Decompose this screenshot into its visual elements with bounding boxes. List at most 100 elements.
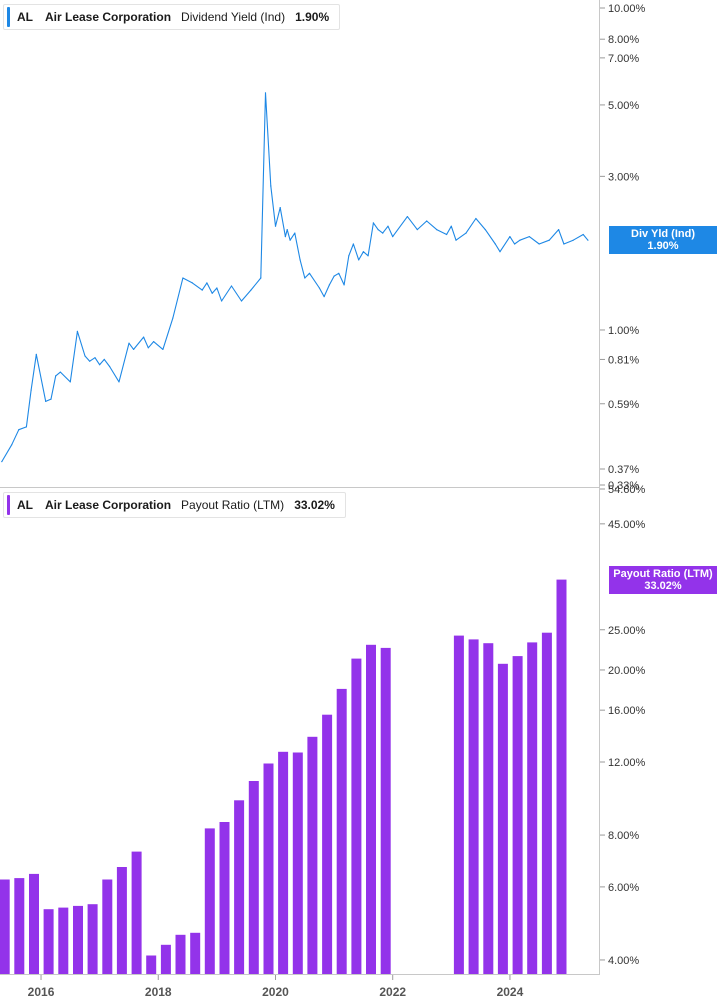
payout-ratio-bar — [468, 639, 479, 974]
payout-ratio-bar — [292, 752, 303, 974]
legend-ticker: AL — [17, 498, 33, 512]
dividend-yield-point — [84, 355, 86, 357]
dividend-yield-point — [216, 287, 218, 289]
dividend-yield-point — [206, 282, 208, 284]
payout-ratio-bar — [512, 656, 523, 974]
dividend-yield-point — [323, 296, 325, 298]
dividend-yield-point — [450, 225, 452, 227]
dividend-yield-point — [128, 342, 130, 344]
dividend-yield-point — [230, 285, 233, 287]
dividend-yield-point — [109, 365, 111, 368]
dividend-yield-point — [548, 239, 550, 241]
payout-ratio-bar — [102, 879, 113, 974]
dividend-yield-point — [426, 220, 428, 222]
payout-ratio-bar — [87, 904, 98, 974]
dividend-yield-point — [343, 284, 345, 286]
legend-metric: Payout Ratio (LTM) — [181, 498, 285, 512]
payout-ratio-bar — [29, 873, 39, 974]
payout-ratio-bar — [351, 658, 362, 974]
dividend-yield-point — [89, 360, 91, 362]
dividend-yield-point — [201, 289, 203, 291]
payout-ratio-bar — [483, 643, 494, 974]
dividend-yield-point — [392, 236, 394, 238]
payout-ratio-price-tag: Payout Ratio (LTM) 33.02% — [609, 565, 717, 594]
payout-ratio-bar — [380, 647, 391, 974]
dividend-yield-point — [18, 429, 20, 431]
payout-ratio-bar — [160, 944, 171, 974]
dividend-yield-point — [1, 461, 3, 463]
x-tick-label: 2024 — [497, 985, 524, 999]
payout-ratio-bar — [556, 579, 567, 974]
dividend-yield-point — [333, 275, 335, 277]
legend-color-swatch — [7, 7, 10, 27]
dividend-yield-line — [1, 92, 589, 462]
dividend-yield-point — [484, 229, 486, 231]
dividend-yield-point — [328, 284, 330, 286]
dividend-yield-point — [348, 255, 350, 257]
x-tick-label: 2016 — [28, 985, 55, 999]
dividend-yield-point — [499, 251, 501, 253]
dividend-yield-point — [294, 232, 296, 234]
y-tick-label: 5.00% — [608, 100, 639, 112]
payout-ratio-bar — [307, 736, 318, 974]
dividend-yield-point — [55, 375, 57, 377]
dividend-yield-point — [25, 426, 27, 428]
payout-ratio-bar — [190, 932, 201, 974]
dividend-yield-point — [406, 216, 408, 218]
tag-label: Div Yld (Ind) — [631, 228, 695, 241]
tag-label: Payout Ratio (LTM) — [613, 567, 713, 580]
dividend-yield-point — [11, 444, 13, 446]
payout-ratio-bar — [175, 934, 186, 974]
dividend-yield-point — [455, 239, 457, 241]
payout-ratio-bar — [116, 867, 127, 974]
payout-ratio-bar — [58, 907, 69, 974]
legend-color-swatch — [7, 495, 10, 515]
payout-ratio-bar — [541, 632, 552, 974]
y-tick-label: 45.00% — [608, 519, 646, 531]
dividend-yield-point — [528, 236, 530, 238]
payout-ratio-bar — [527, 642, 538, 974]
dividend-yield-point — [582, 233, 584, 236]
dividend-yield-point — [35, 353, 37, 355]
payout-ratio-bar — [497, 663, 508, 974]
dividend-yield-point — [191, 282, 193, 284]
y-tick-label: 16.00% — [608, 705, 646, 717]
dividend-yield-point — [162, 348, 164, 350]
y-tick-label: 0.33% — [608, 480, 639, 492]
y-tick-label: 0.59% — [608, 399, 639, 411]
dividend-yield-point — [465, 232, 467, 234]
payout-ratio-y-axis: 54.60% 45.00% 25.00% 20.00% 16.00% 12.00% 8.00… — [600, 484, 646, 967]
dividend-yield-point — [514, 243, 516, 245]
payout-ratio-bar — [366, 644, 376, 974]
dividend-yield-point — [103, 358, 105, 360]
dividend-yield-point — [475, 217, 477, 220]
dividend-yield-point — [387, 225, 389, 227]
dividend-yield-point — [416, 229, 418, 231]
dividend-yield-point — [76, 330, 78, 332]
legend-company: Air Lease Corporation — [45, 10, 172, 24]
dividend-yield-point — [304, 277, 306, 279]
y-tick-label: 0.37% — [608, 464, 639, 476]
dividend-yield-point — [318, 287, 320, 289]
dividend-yield-point — [59, 371, 62, 373]
dividend-yield-panel — [1, 92, 589, 463]
y-tick-label: 7.00% — [608, 53, 639, 65]
dividend-yield-point — [587, 239, 589, 241]
dividend-yield-point — [286, 229, 288, 231]
dividend-yield-legend: AL Air Lease Corporation Dividend Yield … — [3, 4, 341, 30]
x-axis: 2016 2018 2020 2022 2024 — [28, 975, 524, 999]
y-tick-label: 12.00% — [608, 757, 646, 769]
y-tick-label: 1.00% — [608, 325, 639, 337]
payout-ratio-bar — [219, 822, 230, 974]
dividend-yield-point — [250, 289, 252, 291]
dividend-yield-point — [538, 243, 540, 245]
dividend-yield-point — [362, 251, 364, 253]
dividend-yield-point — [172, 317, 174, 319]
y-tick-label: 20.00% — [608, 665, 646, 677]
legend-ticker: AL — [17, 10, 33, 24]
dividend-yield-point — [352, 243, 354, 245]
dividend-yield-point — [45, 400, 47, 402]
payout-ratio-bar — [43, 909, 54, 974]
dividend-yield-point — [572, 239, 574, 241]
